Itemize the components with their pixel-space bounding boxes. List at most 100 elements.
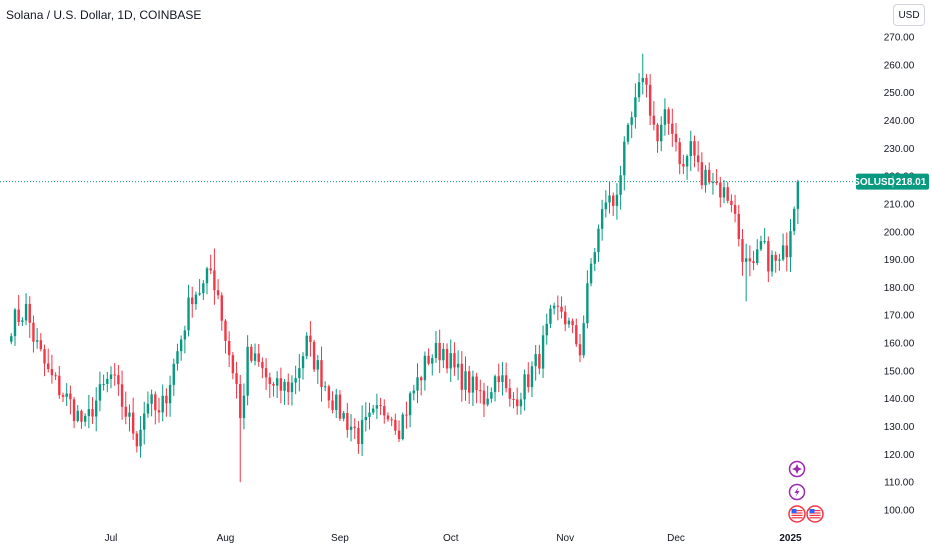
candle-body (575, 325, 578, 345)
candle-body (763, 241, 766, 243)
candle-body (135, 433, 139, 447)
candle-body (98, 384, 102, 401)
flag-stripe (809, 510, 821, 512)
x-tick-label: Jul (105, 533, 118, 544)
candle-body (187, 297, 190, 331)
x-tick-label: Nov (556, 533, 574, 544)
candle-body (327, 386, 331, 401)
candle-body (468, 371, 471, 393)
candle-body (519, 399, 523, 407)
y-tick-label: 160.00 (884, 339, 915, 350)
currency-button[interactable]: USD (893, 4, 925, 26)
candle-body (331, 400, 334, 410)
candle-body (139, 429, 142, 447)
candle-body (792, 208, 796, 232)
candle-body (586, 283, 589, 324)
candle-body (722, 187, 726, 198)
candle-body (612, 195, 615, 206)
candle-body (748, 258, 752, 262)
candles (10, 53, 800, 483)
candle-body (72, 399, 76, 422)
candle-body (552, 305, 556, 309)
flag-canton (809, 509, 815, 513)
time-axis[interactable]: Jul Aug Sep Oct Nov Dec 2025 (105, 533, 802, 544)
candle-body (309, 335, 312, 342)
candle-body (124, 406, 127, 417)
candle-body (490, 392, 493, 399)
us-flag-icon[interactable] (806, 505, 824, 523)
candle-body (213, 270, 216, 291)
candle-body (224, 320, 227, 341)
candle-body (191, 297, 194, 305)
symbol-label: SOLUSD (853, 177, 895, 188)
candle-body (371, 408, 375, 413)
candle-body (641, 77, 644, 83)
candle-body (383, 406, 386, 416)
candle-body (534, 354, 537, 367)
candle-body (708, 169, 711, 183)
candle-body (423, 355, 427, 381)
candle-body (626, 124, 630, 142)
candle-body (113, 374, 116, 376)
candle-body (678, 142, 681, 165)
candle-body (69, 393, 72, 400)
candle-body (220, 295, 223, 321)
candle-body (460, 363, 464, 390)
y-tick-label: 130.00 (884, 422, 915, 433)
candle-body (357, 427, 360, 444)
candle-body (257, 353, 260, 362)
candle-body (102, 383, 105, 385)
y-tick-label: 140.00 (884, 394, 915, 405)
candle-body (109, 374, 113, 379)
candle-body (597, 228, 600, 253)
candle-body (106, 378, 109, 384)
candle-body (268, 377, 271, 384)
price-axis[interactable]: 100.00 110.00 120.00 130.00 140.00 150.00 160.… (884, 33, 915, 517)
x-tick-label: Aug (217, 533, 235, 544)
candle-body (202, 283, 205, 294)
candle-body (368, 412, 371, 417)
candle-body (198, 293, 201, 295)
candle-body (386, 415, 390, 420)
candle-body (671, 123, 674, 134)
candle-body (571, 320, 574, 326)
candle-body (338, 394, 342, 419)
candle-body (674, 133, 678, 143)
flag-stripe (791, 517, 803, 519)
candle-body (80, 410, 83, 422)
candle-body (615, 194, 619, 206)
candle-body (582, 323, 585, 356)
candle-body (150, 394, 153, 404)
candle-body (567, 320, 571, 325)
candle-body (412, 390, 416, 394)
candle-body (737, 213, 740, 240)
candle-body (508, 388, 512, 399)
candle-body (733, 204, 737, 214)
candle-body (774, 254, 777, 261)
candle-body (456, 363, 460, 368)
candle-body (305, 335, 308, 357)
candle-body (172, 363, 175, 385)
event-markers[interactable] (788, 460, 824, 523)
us-flag-icon[interactable] (788, 505, 806, 523)
candle-body (464, 371, 467, 390)
candle-body (239, 384, 242, 419)
candle-body (87, 409, 91, 416)
candle-body (39, 340, 43, 350)
candle-body (157, 410, 161, 413)
candle-body (663, 109, 667, 125)
candle-body (556, 305, 560, 307)
candle-body (128, 412, 131, 417)
candle-body (35, 340, 39, 342)
candle-body (320, 360, 323, 388)
candle-body (482, 390, 486, 405)
candle-body (390, 419, 393, 421)
candle-body (205, 268, 209, 284)
candle-body (497, 376, 500, 383)
x-tick-label: Sep (331, 533, 349, 544)
candle-body (541, 335, 545, 369)
candle-body (770, 254, 774, 272)
y-tick-label: 270.00 (884, 33, 915, 44)
candle-body (431, 358, 434, 364)
